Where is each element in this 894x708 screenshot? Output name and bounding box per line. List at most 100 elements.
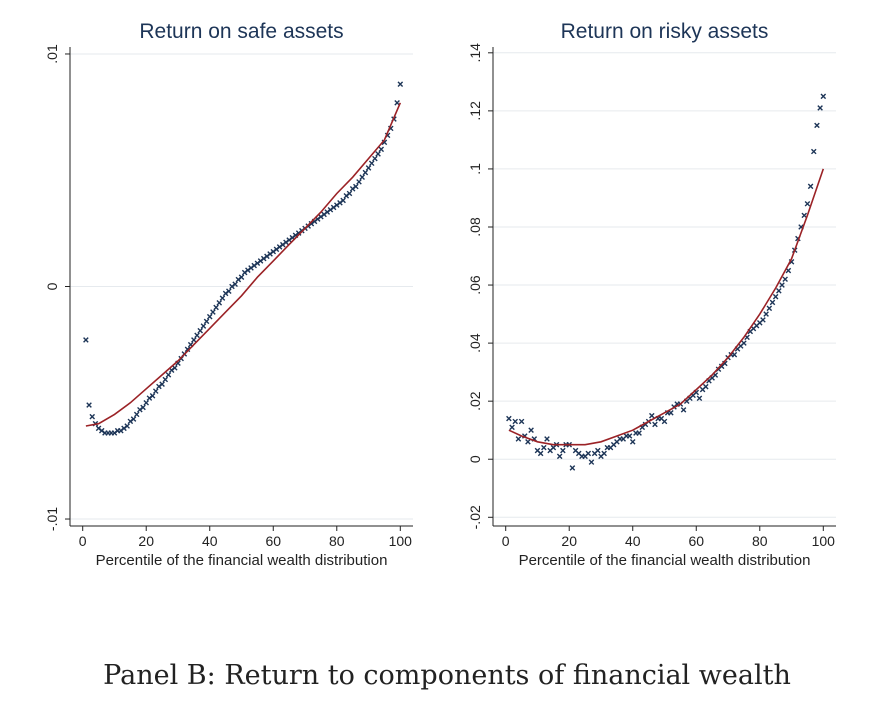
risky-data-point <box>528 427 534 433</box>
safe-data-point <box>197 327 204 334</box>
safe-data-point <box>340 197 346 204</box>
risky-x-axis-label: Percentile of the financial wealth distr… <box>519 552 811 569</box>
safe-data-point <box>362 169 369 176</box>
risky-data-point <box>509 424 515 431</box>
risky-y-tick-label: .04 <box>467 333 483 353</box>
risky-data-point <box>779 282 785 288</box>
risky-data-point <box>626 433 633 439</box>
safe-data-point <box>359 174 365 181</box>
safe-data-point <box>232 281 238 287</box>
risky-data-point <box>760 317 766 323</box>
safe-data-point <box>172 365 178 371</box>
risky-x-tick-label: 40 <box>625 533 641 549</box>
risky-data-point <box>629 439 636 445</box>
safe-data-point <box>124 423 130 429</box>
risky-x-tick-label: 60 <box>688 533 704 549</box>
risky-data-point <box>702 383 709 390</box>
safe-data-point <box>130 416 137 422</box>
safe-data-point <box>89 413 96 420</box>
safe-data-point <box>149 392 156 399</box>
risky-data-point <box>588 459 595 465</box>
safe-data-point <box>353 183 359 190</box>
safe-data-point <box>203 318 210 325</box>
safe-data-point <box>165 372 172 378</box>
risky-x-tick-label: 0 <box>502 533 510 549</box>
safe-data-point <box>226 288 232 294</box>
risky-data-point <box>652 421 658 428</box>
risky-data-point <box>544 436 550 442</box>
risky-data-point <box>556 453 563 460</box>
risky-data-point <box>506 415 512 422</box>
risky-data-point <box>537 450 544 457</box>
safe-x-axis-label: Percentile of the financial wealth distr… <box>96 552 388 569</box>
safe-data-point <box>162 376 169 383</box>
risky-y-tick-label: .1 <box>467 163 483 175</box>
risky-data-point <box>649 412 655 419</box>
safe-data-point <box>394 100 400 106</box>
safe-data-point <box>191 337 197 343</box>
safe-data-point <box>152 388 159 394</box>
risky-data-point <box>518 418 525 425</box>
safe-data-point <box>140 404 146 411</box>
risky-data-point <box>696 395 703 402</box>
risky-data-point <box>810 148 817 155</box>
safe-data-point <box>356 179 362 185</box>
risky-data-point <box>680 407 687 413</box>
risky-data-point <box>820 93 827 100</box>
risky-chart-title: Return on risky assets <box>561 20 769 43</box>
safe-x-tick-label: 80 <box>329 533 345 549</box>
safe-x-tick-label: 40 <box>202 533 218 549</box>
safe-data-point <box>83 337 89 343</box>
safe-data-point <box>210 309 216 315</box>
risky-data-point <box>560 447 566 454</box>
safe-data-point <box>194 332 200 339</box>
safe-data-point <box>368 160 375 167</box>
figure-caption: Panel B: Return to components of financi… <box>103 660 791 691</box>
safe-fit-line <box>85 102 402 427</box>
safe-data-point <box>216 299 223 306</box>
safe-data-point <box>86 402 92 408</box>
risky-data-point <box>801 212 808 219</box>
risky-data-point <box>807 183 814 190</box>
risky-y-tick-label: .02 <box>467 391 483 411</box>
safe-y-tick-label: 0 <box>44 282 60 290</box>
safe-data-point <box>397 81 404 87</box>
safe-x-tick-label: 20 <box>138 533 154 549</box>
safe-y-tick-label: -.01 <box>44 507 60 531</box>
risky-y-tick-label: .06 <box>467 275 483 295</box>
risky-data-point <box>595 447 601 454</box>
risky-data-point <box>569 465 576 471</box>
safe-data-point <box>365 165 372 171</box>
safe-data-point <box>213 304 219 311</box>
risky-y-tick-label: .14 <box>467 43 483 63</box>
risky-data-point <box>515 436 522 442</box>
risky-fit-line <box>508 168 825 446</box>
safe-data-point <box>346 190 353 197</box>
safe-data-point <box>184 346 191 353</box>
safe-assets-panel: Return on safe assets -.01 0 .01 0 20 40 60 80 10… <box>44 20 413 569</box>
risky-data-point <box>525 439 531 445</box>
safe-data-point <box>238 274 245 280</box>
risky-data-point <box>772 293 779 300</box>
safe-y-tick-label: .01 <box>44 44 60 64</box>
risky-y-tick-label: .12 <box>467 101 483 121</box>
risky-data-point <box>782 276 788 283</box>
risky-data-point <box>814 122 820 129</box>
risky-data-point <box>804 200 811 207</box>
risky-data-point <box>741 340 747 346</box>
safe-x-tick-label: 60 <box>265 533 281 549</box>
risky-data-point <box>776 288 782 294</box>
risky-data-point <box>766 305 773 312</box>
safe-data-point <box>219 295 226 301</box>
risky-y-tick-label: .08 <box>467 217 483 237</box>
risky-data-point <box>661 418 668 425</box>
risky-x-tick-label: 100 <box>812 533 836 549</box>
safe-data-point <box>378 146 385 153</box>
risky-data-point <box>601 450 607 457</box>
safe-data-point <box>372 155 378 162</box>
safe-data-point <box>206 313 213 320</box>
risky-x-tick-label: 80 <box>752 533 768 549</box>
safe-data-point <box>200 323 207 329</box>
risky-y-tick-label: 0 <box>467 455 483 463</box>
safe-data-point <box>143 399 150 406</box>
